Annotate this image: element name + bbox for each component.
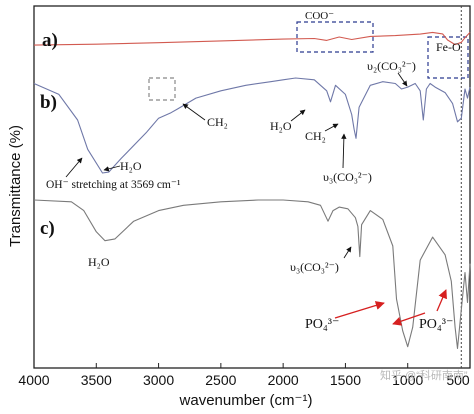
po4-arrows <box>334 289 447 326</box>
x-tick-label-6: 1000 <box>392 372 423 388</box>
label-v2-co3: υ₂(CO₃²⁻) <box>367 59 416 73</box>
y-axis-label: Transmittance (%) <box>7 125 24 247</box>
arrow-oh-stretch <box>65 157 83 178</box>
label-h2o-c: H₂O <box>88 255 110 269</box>
label-h2o-b1: H₂O <box>270 119 292 133</box>
label-ch2-a: CH₂ <box>207 115 228 129</box>
annotation-arrows <box>65 72 408 259</box>
arrow-po4-left <box>334 301 385 319</box>
ch2-box <box>148 77 176 101</box>
label-oh-stretch: OH⁻ stretching at 3569 cm⁻¹ <box>46 179 181 191</box>
watermark: 知乎 @“科研南南” <box>380 368 468 382</box>
annotation-boxes <box>148 21 469 101</box>
x-tick-label-4: 2000 <box>268 372 299 388</box>
label-fe-o: Fe-O <box>436 40 461 54</box>
x-tick-label-1: 3500 <box>81 372 112 388</box>
panel-label-c: c) <box>40 218 55 239</box>
x-tick-label-0: 4000 <box>18 372 49 388</box>
series-line-3 <box>33 199 471 350</box>
fe-o-box <box>427 36 469 79</box>
x-tick-label-2: 3000 <box>143 372 174 388</box>
panel-label-a: a) <box>42 30 58 51</box>
label-coo: COO⁻ <box>305 10 334 22</box>
label-po4-right: PO₄³⁻ <box>419 317 453 332</box>
coo-box <box>296 21 374 53</box>
x-tick-label-3: 2500 <box>205 372 236 388</box>
label-h2o-b2: H₂O <box>120 159 142 173</box>
arrow-v2-co3 <box>397 72 408 87</box>
panel-label-b: b) <box>40 92 57 113</box>
arrow-po4-right-2 <box>436 289 447 312</box>
label-v3-co3-c: υ₃(CO₃²⁻) <box>290 260 339 274</box>
series-line-1 <box>33 31 471 46</box>
label-po4-left: PO₄³⁻ <box>305 317 339 332</box>
arrow-v3-co3-c <box>343 246 352 259</box>
x-axis-ticks: 4000 3500 3000 2500 2000 1500 1000 500 <box>18 363 471 388</box>
x-axis-label: wavenumber (cm⁻¹) <box>179 392 313 409</box>
arrow-h2o-b2 <box>103 165 121 172</box>
arrow-po4-right-1 <box>392 312 426 326</box>
series-line-2 <box>33 77 471 174</box>
label-v3-co3-b: υ₃(CO₃²⁻) <box>323 170 372 184</box>
series-layer <box>33 31 471 350</box>
plot-frame <box>33 5 471 369</box>
arrow-ch2-a <box>182 103 206 121</box>
arrow-h2o-b1 <box>290 109 306 122</box>
arrow-v3-co3-b <box>341 133 347 169</box>
x-tick-label-5: 1500 <box>330 372 361 388</box>
label-ch2-b: CH₂ <box>305 129 326 143</box>
arrow-ch2-b <box>324 123 339 132</box>
x-tick-label-7: 500 <box>446 372 470 388</box>
